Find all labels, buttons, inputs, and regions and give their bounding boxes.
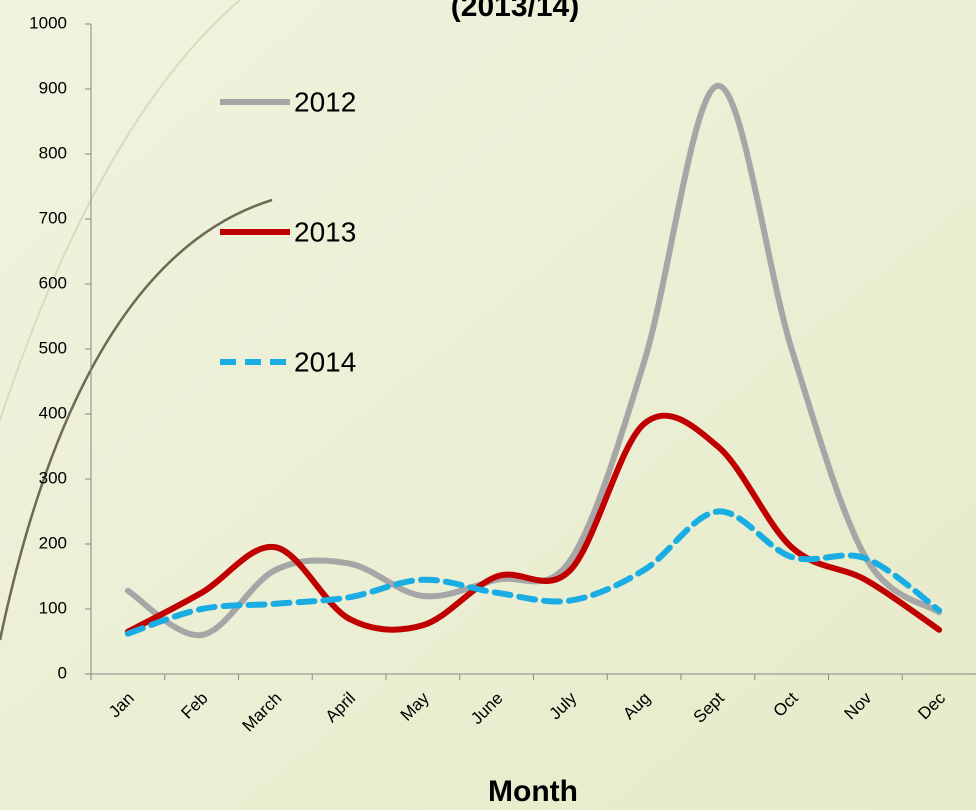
legend-label: 2012 (294, 86, 356, 117)
decor-curve (0, 198, 273, 641)
y-tick-label: 400 (39, 403, 67, 422)
y-tick-label: 900 (39, 78, 67, 97)
series-line (124, 82, 943, 639)
y-tick-label: 500 (39, 338, 67, 357)
y-tick-label: 800 (39, 143, 67, 162)
chart-title: (2013/14) (451, 0, 579, 23)
y-tick-label: 100 (39, 598, 67, 617)
y-tick-label: 700 (39, 208, 67, 227)
y-tick-label: 600 (39, 273, 67, 292)
legend-label: 2014 (294, 346, 356, 377)
series-line (124, 412, 943, 635)
decor-curve (0, 0, 241, 421)
legend-label: 2013 (294, 216, 356, 247)
y-tick-label: 0 (58, 663, 67, 682)
y-tick-label: 1000 (29, 13, 67, 32)
x-axis-label: Month (488, 775, 578, 808)
y-tick-label: 300 (39, 468, 67, 487)
y-tick-label: 200 (39, 533, 67, 552)
series-line (124, 508, 943, 637)
